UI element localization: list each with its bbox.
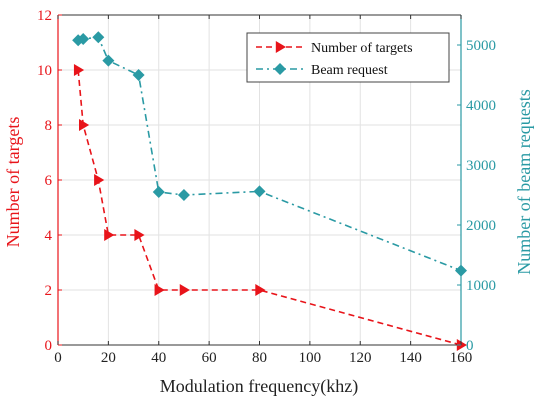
marker-beam-request (77, 33, 90, 45)
y-left-tick-label: 10 (37, 63, 52, 79)
x-tick-label: 140 (399, 350, 422, 366)
x-tick-label: 20 (101, 350, 116, 366)
marker-targets (179, 284, 190, 296)
series-lines (77, 36, 462, 346)
x-tick-label: 120 (349, 350, 372, 366)
marker-targets (154, 284, 165, 296)
legend-marker-beam-request (274, 63, 286, 75)
y-right-tick-label: 1000 (466, 278, 496, 294)
marker-beam-request (92, 31, 105, 44)
y-axis-left-label: Number of targets (3, 117, 23, 248)
y-axis-right-label: Number of beam requests (514, 89, 534, 274)
legend-entry-targets: Number of targets (311, 41, 413, 56)
y-right-tick-label: 0 (466, 338, 474, 354)
x-axis-label: Modulation frequency(khz) (160, 376, 358, 397)
y-left-tick-label: 6 (45, 173, 53, 189)
legend-items (256, 41, 304, 75)
marker-targets (134, 229, 145, 241)
y-right-tick-label: 2000 (466, 218, 496, 234)
marker-beam-request (177, 189, 190, 201)
y-left-tick-label: 12 (37, 8, 52, 24)
x-tick-label: 100 (299, 350, 322, 366)
marker-targets (456, 339, 467, 351)
x-tick-label: 40 (151, 350, 166, 366)
x-tick-label: 0 (54, 350, 62, 366)
y-right-tick-label: 4000 (466, 98, 496, 114)
y-right-tick-label: 5000 (466, 38, 496, 54)
marker-beam-request (253, 185, 266, 198)
legend-marker-targets (275, 41, 286, 53)
marker-targets (255, 284, 266, 296)
y-left-tick-label: 8 (45, 118, 53, 134)
legend-box (246, 32, 450, 83)
marker-beam-request (152, 186, 165, 198)
series-markers (72, 31, 467, 351)
axes (57, 14, 462, 346)
x-tick-label: 80 (252, 350, 267, 366)
marker-targets (73, 64, 85, 76)
tick-labels: 0 20 40 60 80 100 120 140 1600246810120100020003… (37, 8, 496, 366)
series-line-targets (77, 69, 462, 346)
y-left-tick-label: 4 (45, 228, 53, 244)
y-left-tick-label: 0 (45, 338, 53, 354)
x-tick-label: 160 (450, 350, 473, 366)
marker-targets (78, 119, 90, 131)
y-left-tick-label: 2 (45, 283, 53, 299)
marker-beam-request (102, 54, 115, 67)
y-right-tick-label: 3000 (466, 158, 496, 174)
marker-targets (94, 174, 105, 186)
marker-beam-request (132, 69, 145, 81)
x-tick-label: 60 (202, 350, 217, 366)
legend-entry-beam: Beam request (311, 63, 388, 78)
legend: Number of targets Beam request (246, 32, 450, 83)
marker-targets (104, 229, 115, 241)
